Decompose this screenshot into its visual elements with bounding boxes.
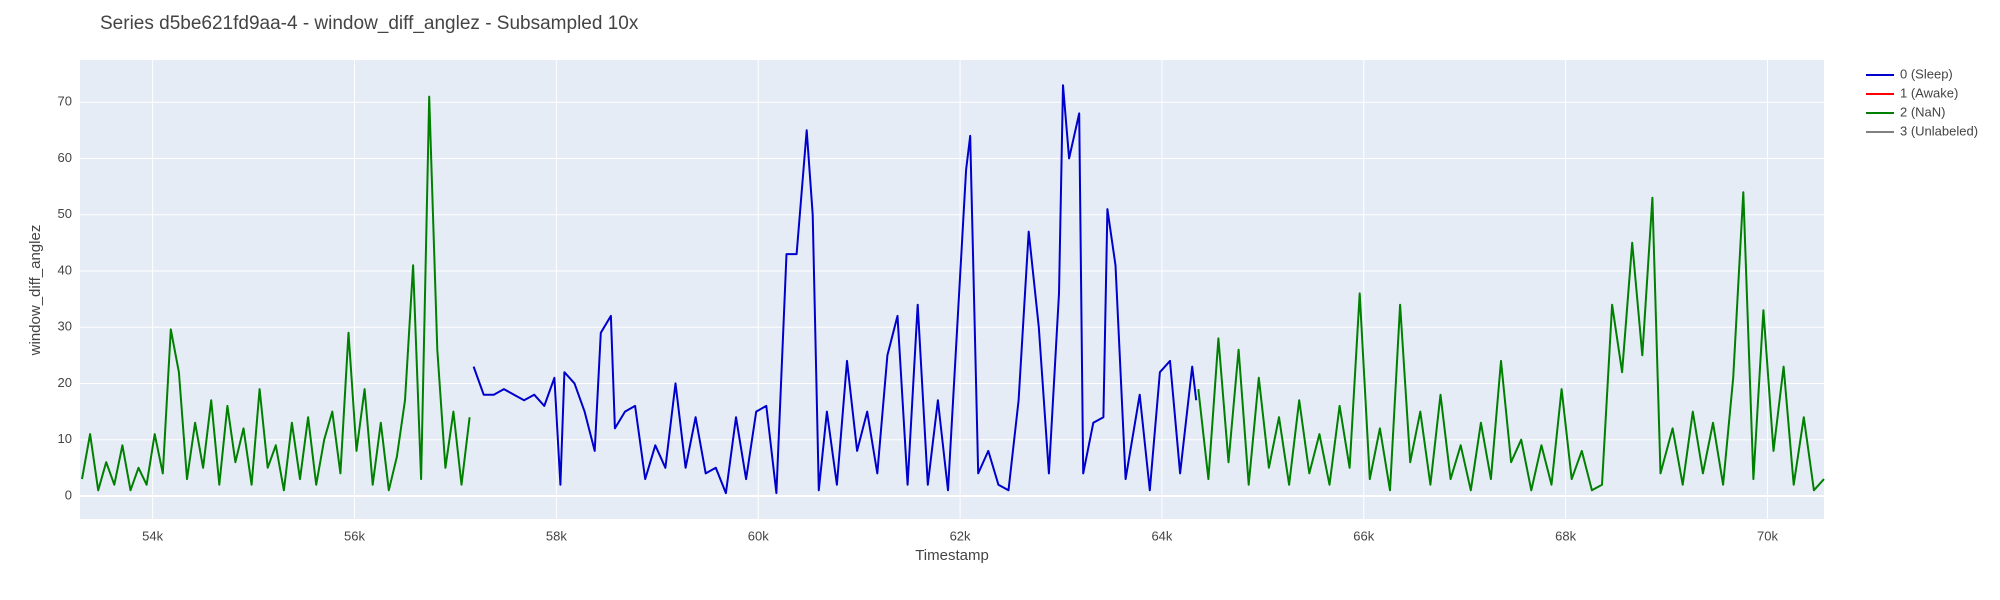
x-tick-label: 68k <box>1555 528 1576 543</box>
series-line <box>81 95 1825 492</box>
x-tick-label: 58k <box>546 528 567 543</box>
x-axis-title: Timestamp <box>915 547 989 564</box>
x-tick-label: 62k <box>950 528 971 543</box>
x-tick-label: 66k <box>1353 528 1374 543</box>
y-tick-label: 0 <box>65 487 72 502</box>
y-tick-label: 60 <box>58 150 72 165</box>
series-line <box>472 84 1198 495</box>
legend-label[interactable]: 2 (NaN) <box>1900 104 1946 119</box>
legend-label[interactable]: 1 (Awake) <box>1900 85 1958 100</box>
legend-label[interactable]: 3 (Unlabeled) <box>1900 123 1978 138</box>
y-tick-label: 20 <box>58 375 72 390</box>
y-tick-label: 10 <box>58 431 72 446</box>
y-tick-label: 50 <box>58 206 72 221</box>
y-tick-label: 40 <box>58 262 72 277</box>
legend-label[interactable]: 0 (Sleep) <box>1900 66 1953 81</box>
y-axis-title: window_diff_anglez <box>27 225 44 357</box>
y-tick-label: 70 <box>58 94 72 109</box>
chart-title: Series d5be621fd9aa-4 - window_diff_angl… <box>100 13 639 34</box>
x-tick-label: 64k <box>1151 528 1172 543</box>
x-tick-label: 70k <box>1757 528 1778 543</box>
plot-area <box>80 60 1824 519</box>
x-tick-label: 60k <box>748 528 769 543</box>
x-tick-label: 54k <box>142 528 163 543</box>
x-tick-label: 56k <box>344 528 365 543</box>
y-tick-label: 30 <box>58 319 72 334</box>
